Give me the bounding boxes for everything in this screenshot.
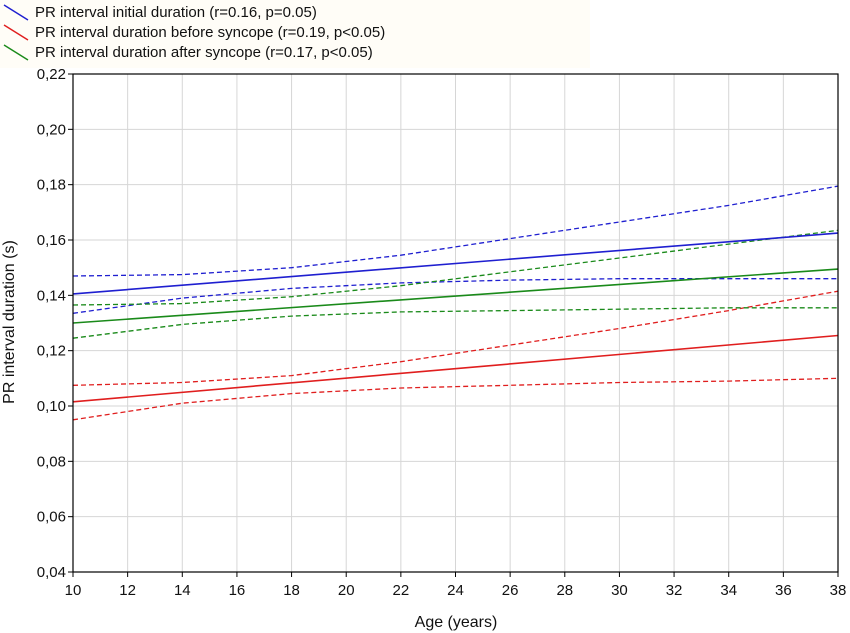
legend-swatch-0 xyxy=(3,4,29,21)
x-tick-label: 22 xyxy=(393,582,410,599)
y-axis-title: PR interval duration (s) xyxy=(1,240,18,404)
y-tick-label: 0,10 xyxy=(37,398,66,415)
y-tick-label: 0,06 xyxy=(37,509,66,526)
y-tick-label: 0,18 xyxy=(37,177,66,194)
legend: PR interval initial duration (r=0.16, p=… xyxy=(3,4,385,61)
y-tick-label: 0,12 xyxy=(37,343,66,360)
legend-swatch-1 xyxy=(3,24,29,41)
legend-swatch-2 xyxy=(3,44,29,61)
x-tick-label: 26 xyxy=(502,582,519,599)
y-tick-label: 0,20 xyxy=(37,121,66,138)
series-1-ci-lower-line xyxy=(72,377,839,421)
x-axis-ticks: 10 12 14 16 18 20 22 24 26 28 30 32 34 36 38 xyxy=(65,572,847,599)
series-0-ci-upper-line xyxy=(72,185,839,277)
y-tick-label: 0,22 xyxy=(37,66,66,83)
series-0-fit-line xyxy=(72,232,839,295)
series-1-ci-upper-line xyxy=(72,290,839,386)
x-tick-label: 32 xyxy=(666,582,683,599)
x-tick-label: 16 xyxy=(229,582,246,599)
y-tick-label: 0,08 xyxy=(37,453,66,470)
x-tick-label: 30 xyxy=(611,582,628,599)
x-tick-label: 24 xyxy=(447,582,464,599)
legend-label-1: PR interval duration before syncope (r=0… xyxy=(35,24,385,41)
x-tick-label: 34 xyxy=(720,582,737,599)
series-1-fit-line xyxy=(72,334,839,403)
legend-label-2: PR interval duration after syncope (r=0.… xyxy=(35,44,373,61)
regression-lines xyxy=(72,232,839,403)
series-0-ci-lower-line xyxy=(72,278,838,314)
x-tick-label: 36 xyxy=(775,582,792,599)
series-2-fit-line xyxy=(72,268,839,324)
legend-label-0: PR interval initial duration (r=0.16, p=… xyxy=(35,4,317,21)
series-2-ci-upper-line xyxy=(72,229,839,306)
x-tick-label: 38 xyxy=(830,582,847,599)
x-axis-title: Age (years) xyxy=(415,614,498,631)
y-tick-label: 0,16 xyxy=(37,232,66,249)
grid xyxy=(73,74,838,572)
x-tick-label: 12 xyxy=(119,582,136,599)
x-tick-label: 10 xyxy=(65,582,82,599)
confidence-bands xyxy=(72,185,839,421)
y-tick-label: 0,14 xyxy=(37,287,66,304)
x-tick-label: 18 xyxy=(283,582,300,599)
series-2-ci-lower-line xyxy=(72,307,838,339)
y-axis-ticks: 0,04 0,06 0,08 0,10 0,12 0,14 0,16 0,18 0,20 0,22 xyxy=(37,66,73,581)
legend-background xyxy=(0,0,590,68)
x-tick-label: 28 xyxy=(556,582,573,599)
x-tick-label: 20 xyxy=(338,582,355,599)
y-tick-label: 0,04 xyxy=(37,564,66,581)
x-tick-label: 14 xyxy=(174,582,191,599)
